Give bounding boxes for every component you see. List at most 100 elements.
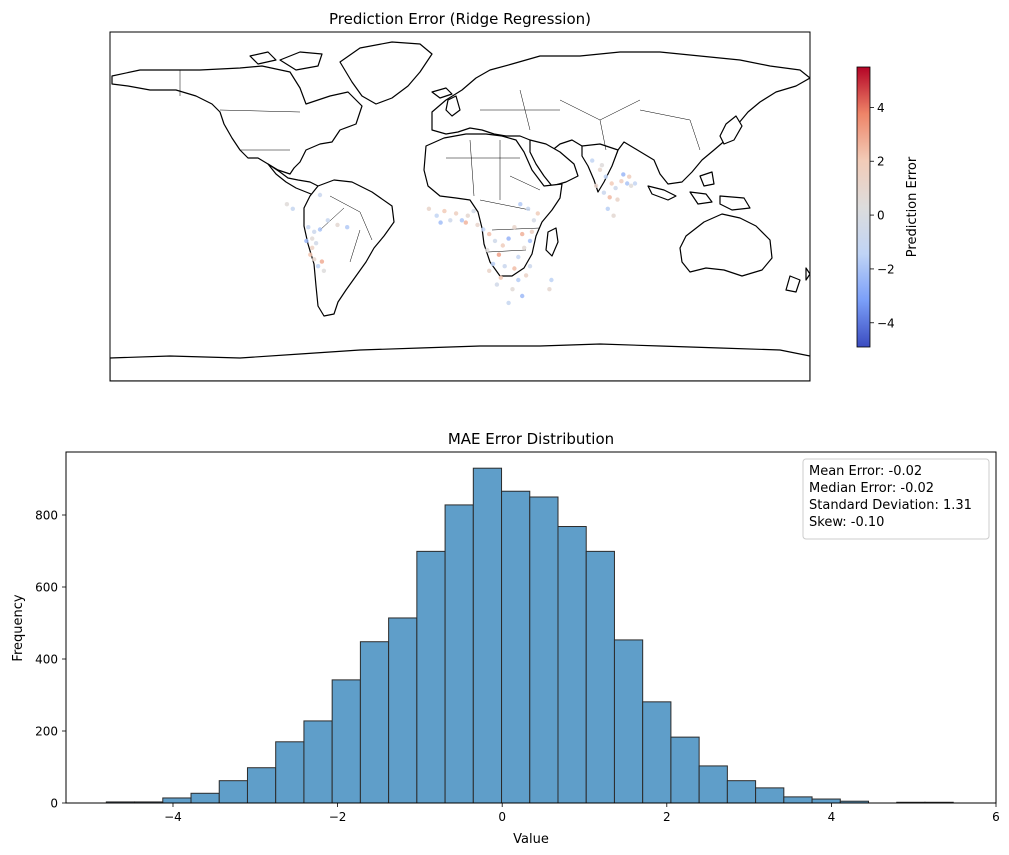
error-point	[284, 202, 290, 207]
colorbar-tick-label: 2	[877, 155, 885, 169]
histogram-bar	[359, 641, 390, 804]
map-frame	[109, 31, 811, 382]
histogram-panel: MAE Error Distribution −4 −2 0 2 4 6 0 200 400 6…	[11, 430, 1000, 847]
error-point	[448, 218, 453, 223]
y-axis-label: Frequency	[11, 594, 26, 661]
colorbar-tick-label: −4	[877, 316, 895, 330]
error-point	[597, 167, 603, 172]
error-point	[611, 213, 616, 218]
error-point	[310, 245, 315, 250]
error-point	[453, 211, 459, 216]
error-point	[312, 229, 317, 234]
histogram-bar	[303, 720, 333, 804]
southeast-asia-outline	[647, 171, 751, 211]
error-point	[459, 218, 465, 223]
error-point	[510, 287, 515, 292]
error-point	[520, 293, 525, 299]
error-point	[522, 245, 527, 250]
error-point	[529, 229, 535, 234]
y-axis-ticks: 0 200 400 600 800	[35, 509, 66, 811]
error-point	[335, 222, 340, 228]
error-point	[607, 195, 612, 200]
error-point	[496, 252, 502, 257]
error-point	[590, 158, 595, 163]
error-point	[304, 238, 309, 244]
uk-outline	[445, 95, 461, 117]
error-point	[317, 227, 323, 232]
colorbar: 4 2 0 −2 −4 Prediction Error	[856, 66, 920, 348]
error-point	[599, 163, 605, 168]
error-point	[313, 241, 319, 246]
histogram-bar	[416, 550, 446, 804]
error-point	[498, 275, 503, 280]
histogram-bar	[331, 679, 361, 804]
error-point	[310, 236, 315, 241]
error-point	[593, 183, 599, 188]
stats-legend: Mean Error: -0.02 Median Error: -0.02 St…	[802, 458, 990, 540]
y-tick-label: 0	[50, 797, 58, 811]
stats-std: Standard Deviation: 1.31	[809, 498, 972, 513]
histogram-bars	[105, 467, 954, 804]
error-point	[438, 220, 443, 225]
error-point	[465, 213, 470, 218]
error-point	[619, 179, 624, 184]
error-point	[506, 300, 511, 306]
y-tick-label: 800	[35, 509, 58, 523]
error-point	[547, 287, 552, 292]
world-map	[110, 41, 810, 381]
error-point	[625, 181, 630, 186]
error-point	[317, 192, 323, 198]
error-point	[516, 254, 521, 260]
error-point	[520, 231, 525, 237]
x-tick-label: −2	[329, 810, 347, 824]
error-point	[603, 174, 608, 179]
colorbar-ticks: 4 2 0 −2 −4	[870, 101, 895, 330]
map-panel: Prediction Error (Ridge Regression)	[109, 10, 920, 382]
histogram-bar	[698, 765, 728, 804]
histogram-bar	[218, 780, 248, 804]
x-axis-ticks: −4 −2 0 2 4 6	[164, 803, 1000, 824]
histogram-bar	[613, 639, 644, 804]
histogram-bar	[726, 780, 757, 804]
error-point	[321, 268, 327, 273]
error-point	[615, 197, 620, 202]
error-point	[481, 227, 486, 232]
error-point	[442, 208, 447, 214]
south-america-outline	[303, 179, 395, 317]
stats-skew: Skew: -0.10	[809, 515, 884, 530]
histogram-title: MAE Error Distribution	[448, 430, 614, 448]
error-point	[306, 225, 311, 230]
antarctica-outline	[110, 343, 810, 381]
error-point	[535, 211, 540, 216]
error-point	[525, 206, 531, 211]
error-point	[315, 264, 321, 269]
histogram-bar	[755, 787, 785, 804]
africa-outline	[423, 133, 563, 277]
error-point	[475, 222, 480, 228]
error-point	[628, 183, 634, 188]
colorbar-tick-label: 4	[877, 101, 885, 115]
y-tick-label: 400	[35, 653, 58, 667]
error-point	[490, 261, 496, 267]
histogram-bar	[557, 526, 587, 804]
error-point	[627, 174, 632, 179]
error-point	[494, 282, 500, 287]
error-point	[492, 238, 498, 244]
colorbar-label: Prediction Error	[905, 156, 920, 257]
madagascar-outline	[545, 227, 559, 257]
error-point	[312, 257, 317, 262]
error-point	[512, 225, 517, 230]
error-point	[621, 172, 626, 177]
histogram-bar	[642, 701, 672, 804]
error-point	[523, 273, 529, 278]
new-zealand-outline	[785, 267, 810, 293]
error-point	[319, 259, 325, 264]
error-points	[284, 158, 638, 306]
arabia-outline	[529, 139, 579, 187]
histogram-bar	[246, 767, 277, 804]
histogram-bar	[811, 798, 841, 804]
histogram-bar	[190, 792, 220, 804]
error-point	[471, 208, 476, 214]
error-point	[463, 220, 468, 225]
